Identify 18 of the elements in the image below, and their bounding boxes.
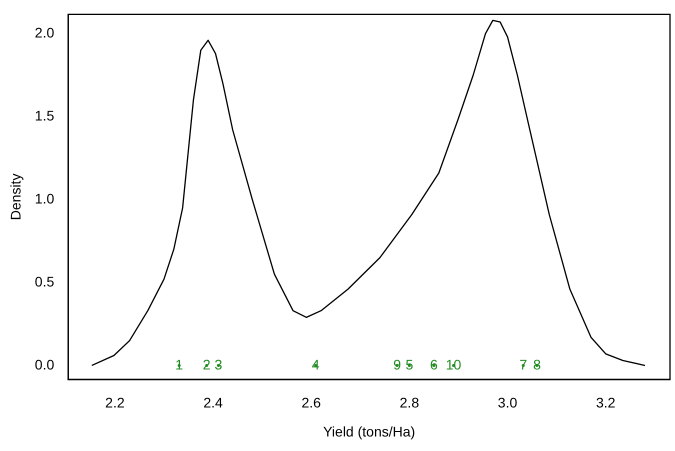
annotation: 10 bbox=[446, 356, 462, 372]
annotation: 5 bbox=[405, 356, 414, 372]
y-tick-label: 0.5 bbox=[34, 273, 54, 290]
annotation: 4 bbox=[312, 356, 320, 372]
y-tick-label: 1.0 bbox=[34, 190, 54, 206]
y-tick-label: 0.0 bbox=[34, 356, 54, 372]
y-tick-label: 1.5 bbox=[34, 107, 54, 124]
x-tick-label: 2.6 bbox=[301, 394, 322, 411]
x-tick-label: 3.2 bbox=[596, 394, 616, 411]
annotation: 8 bbox=[533, 356, 542, 372]
x-tick-label: 2.4 bbox=[203, 394, 223, 411]
x-axis-title: Yield (tons/Ha) bbox=[323, 423, 416, 440]
y-axis-title: Density bbox=[7, 174, 24, 220]
x-tick-label: 2.8 bbox=[400, 394, 420, 411]
y-tick-label: 2.0 bbox=[34, 24, 54, 41]
x-tick-label: 2.2 bbox=[105, 394, 125, 411]
annotation: 6 bbox=[430, 356, 438, 372]
x-tick-label: 3.0 bbox=[498, 394, 518, 411]
